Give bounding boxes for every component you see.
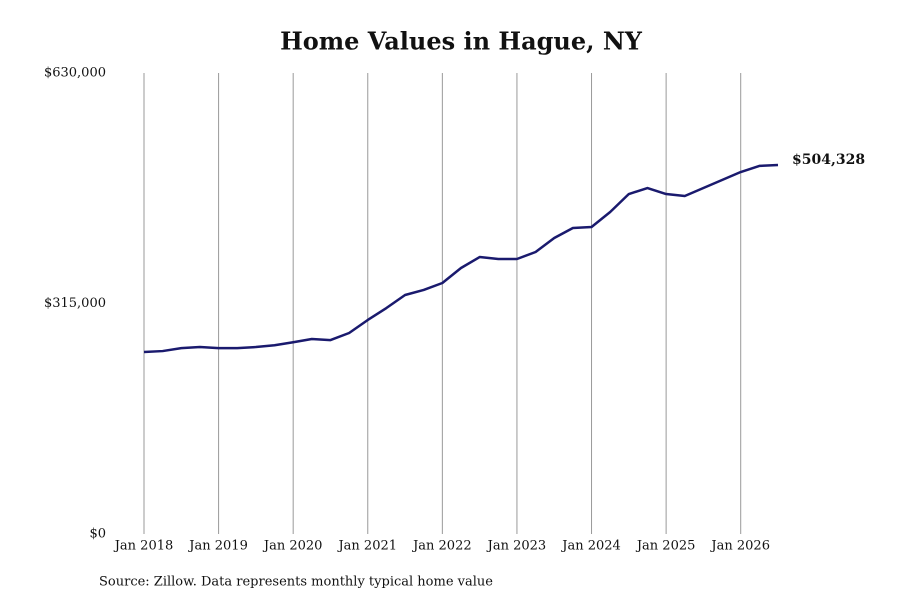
x-tick-label: Jan 2020 bbox=[262, 539, 323, 554]
x-tick-label: Jan 2025 bbox=[635, 539, 696, 554]
x-tick-label: Jan 2021 bbox=[336, 539, 397, 554]
x-tick-label: Jan 2018 bbox=[113, 539, 174, 554]
y-tick-label: $630,000 bbox=[44, 66, 106, 81]
x-tick-label: Jan 2026 bbox=[709, 539, 770, 554]
x-tick-label: Jan 2024 bbox=[560, 539, 621, 554]
x-tick-label: Jan 2023 bbox=[486, 539, 547, 554]
source-note: Source: Zillow. Data represents monthly … bbox=[99, 575, 493, 590]
y-tick-label: $0 bbox=[89, 527, 106, 542]
line-series bbox=[143, 163, 779, 354]
chart-title: Home Values in Hague, NY bbox=[280, 27, 643, 56]
x-tick-label: Jan 2022 bbox=[411, 539, 472, 554]
x-tick-label: Jan 2019 bbox=[187, 539, 248, 554]
end-value-label: $504,328 bbox=[792, 152, 865, 168]
y-tick-label: $315,000 bbox=[44, 296, 106, 311]
